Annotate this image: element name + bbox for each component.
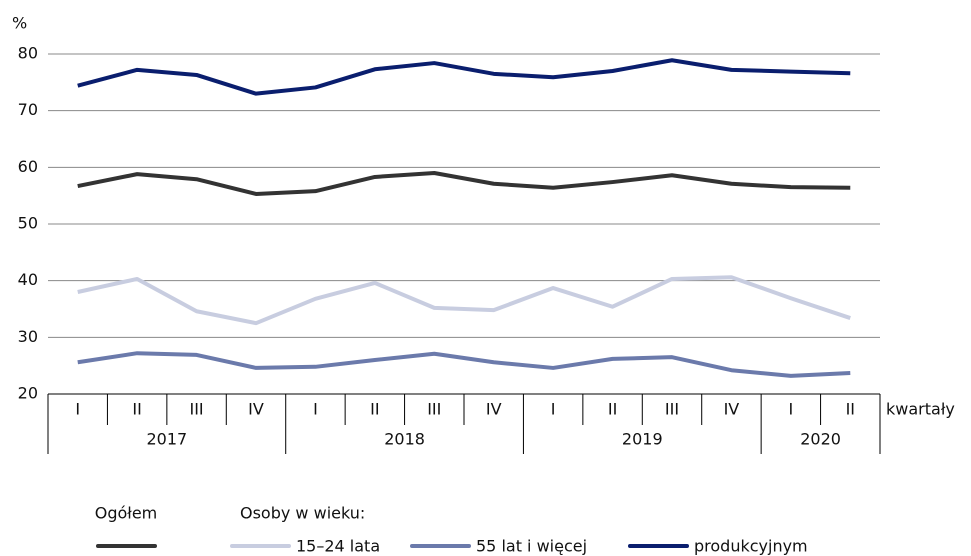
legend-label: produkcyjnym — [694, 537, 808, 556]
y-axis-label: % — [12, 14, 27, 33]
x-tick-label: I — [551, 400, 556, 419]
y-tick-label: 50 — [18, 214, 38, 233]
y-tick-label: 40 — [18, 270, 38, 289]
x-tick-label: IV — [248, 400, 264, 419]
legend-title: Osoby w wieku: — [240, 504, 365, 523]
series-line — [77, 58, 851, 96]
legend-label: 15–24 lata — [296, 537, 380, 556]
x-tick-label: II — [132, 400, 141, 419]
series-line — [77, 171, 851, 196]
y-tick-label: 60 — [18, 157, 38, 176]
x-tick-label: IV — [724, 400, 740, 419]
series-line — [77, 275, 851, 326]
x-tick-label: I — [75, 400, 80, 419]
series-line — [77, 351, 851, 378]
y-tick-label: 30 — [18, 327, 38, 346]
x-tick-label: I — [788, 400, 793, 419]
x-tick-label: III — [427, 400, 441, 419]
y-tick-label: 20 — [18, 384, 38, 403]
x-tick-label: III — [665, 400, 679, 419]
year-label: 2017 — [146, 430, 187, 449]
x-tick-label: III — [189, 400, 203, 419]
x-tick-label: I — [313, 400, 318, 419]
year-label: 2020 — [800, 430, 841, 449]
year-label: 2018 — [384, 430, 425, 449]
x-tick-label: II — [846, 400, 855, 419]
x-tick-label: II — [370, 400, 379, 419]
legend-label: Ogółem — [95, 504, 158, 523]
year-label: 2019 — [622, 430, 663, 449]
y-tick-label: 80 — [18, 44, 38, 63]
y-tick-label: 70 — [18, 100, 38, 119]
legend-label: 55 lat i więcej — [476, 537, 587, 556]
x-axis-label: kwartały — [886, 400, 955, 419]
x-tick-label: II — [608, 400, 617, 419]
x-tick-label: IV — [486, 400, 502, 419]
